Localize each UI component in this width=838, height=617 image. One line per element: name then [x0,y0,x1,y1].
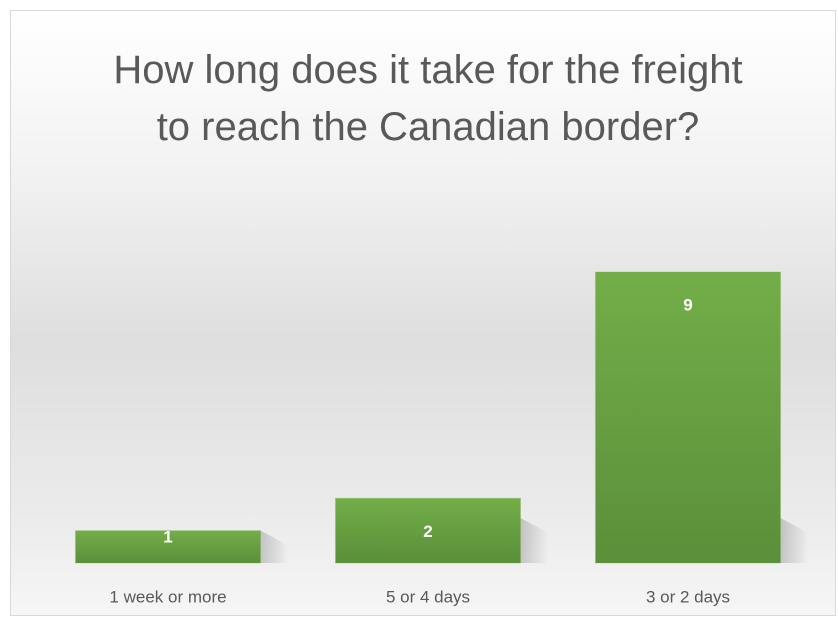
bar [75,530,261,564]
x-tick-label: 1 week or more [109,587,226,606]
bar [595,271,781,564]
chart-title: How long does it take for the freight to… [113,48,743,149]
bar-shadow [260,530,289,563]
bar-shadow [780,518,809,563]
bar [335,497,521,564]
data-label: 9 [683,295,692,314]
data-label: 1 [163,527,172,546]
x-tick-label: 5 or 4 days [386,587,470,606]
bar-shadow [520,518,549,563]
data-label: 2 [423,522,432,541]
x-tick-label: 3 or 2 days [646,587,730,606]
